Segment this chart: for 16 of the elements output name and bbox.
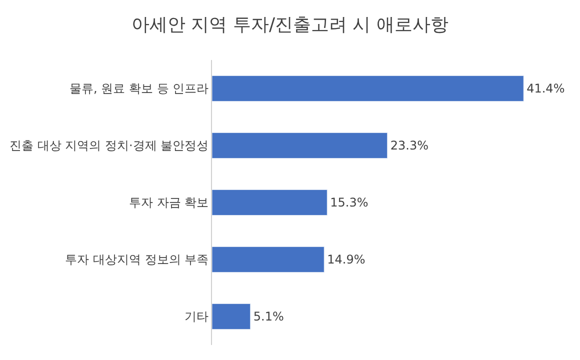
bar: [212, 75, 524, 102]
y-tick-label: 투자 자금 확보: [128, 196, 209, 210]
bar: [212, 246, 324, 273]
data-label: 14.9%: [327, 252, 366, 267]
y-tick-label: 투자 대상지역 정보의 부족: [65, 252, 209, 267]
y-tick-label: 기타: [184, 310, 209, 324]
bar: [212, 189, 328, 216]
bar: [212, 132, 388, 159]
data-label: 41.4%: [526, 82, 565, 96]
chart-title: 아세안 지역 투자/진출고려 시 애로사항: [132, 14, 448, 36]
data-label: 23.3%: [390, 138, 428, 153]
y-tick-label: 진출 대상 지역의 정치·경제 불안정성: [10, 138, 209, 153]
bar: [212, 303, 251, 330]
data-label: 15.3%: [330, 196, 368, 210]
y-tick-label: 물류, 원료 확보 등 인프라: [70, 82, 209, 96]
data-label: 5.1%: [253, 310, 284, 324]
